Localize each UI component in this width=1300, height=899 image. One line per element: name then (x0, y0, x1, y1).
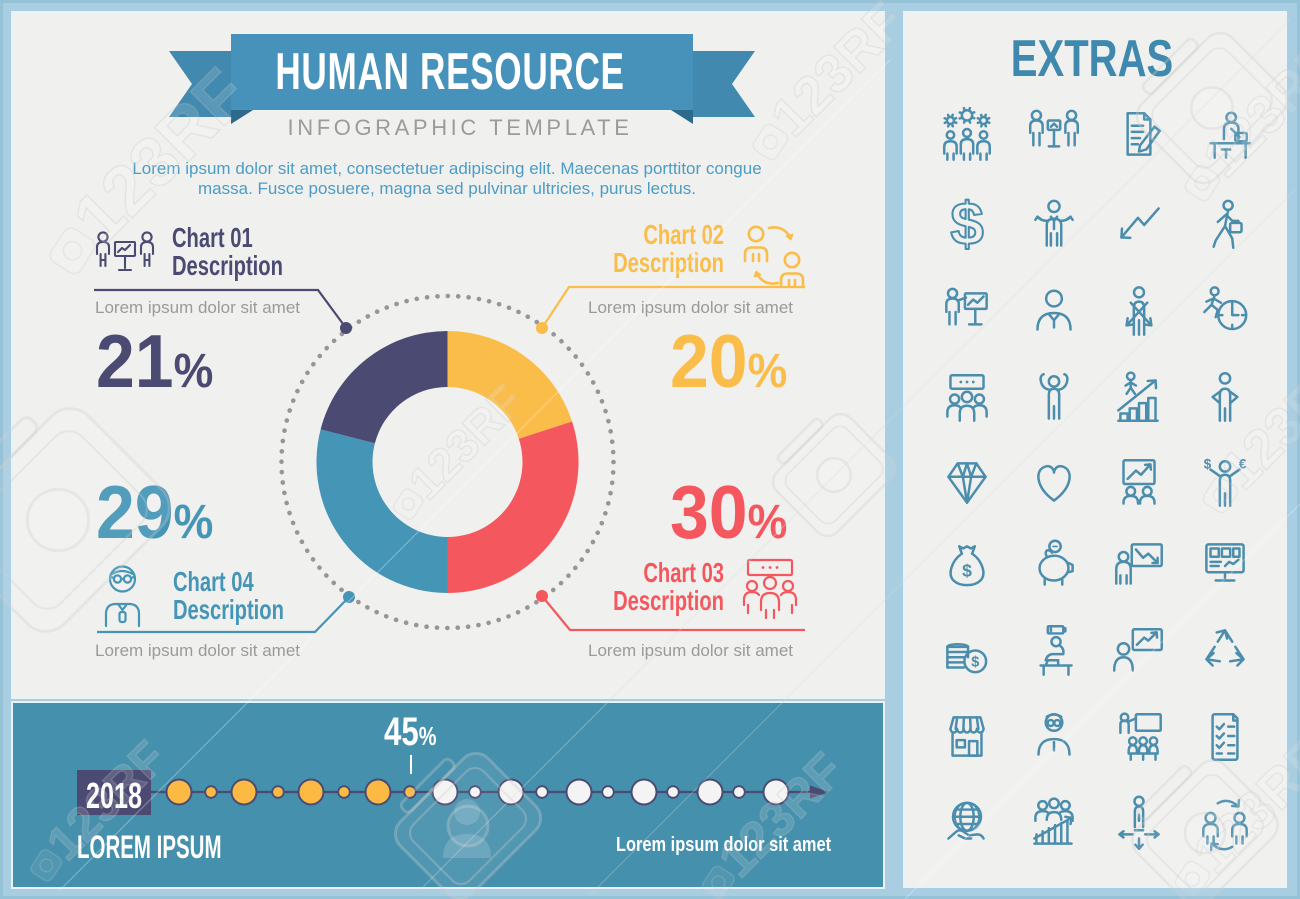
svg-text:€: € (1239, 457, 1247, 472)
svg-text:123RF: 123RF (37, 731, 176, 870)
svg-text:$: $ (1204, 457, 1212, 472)
svg-text:123RF: 123RF (708, 742, 854, 888)
svg-text:123RF: 123RF (58, 54, 262, 258)
svg-text:$: $ (950, 194, 983, 256)
svg-text:123RF: 123RF (1210, 344, 1300, 501)
svg-text:$: $ (962, 560, 972, 580)
svg-text:123RF: 123RF (398, 374, 532, 508)
svg-text:123RF: 123RF (760, 0, 917, 148)
svg-text:$: $ (971, 655, 979, 671)
